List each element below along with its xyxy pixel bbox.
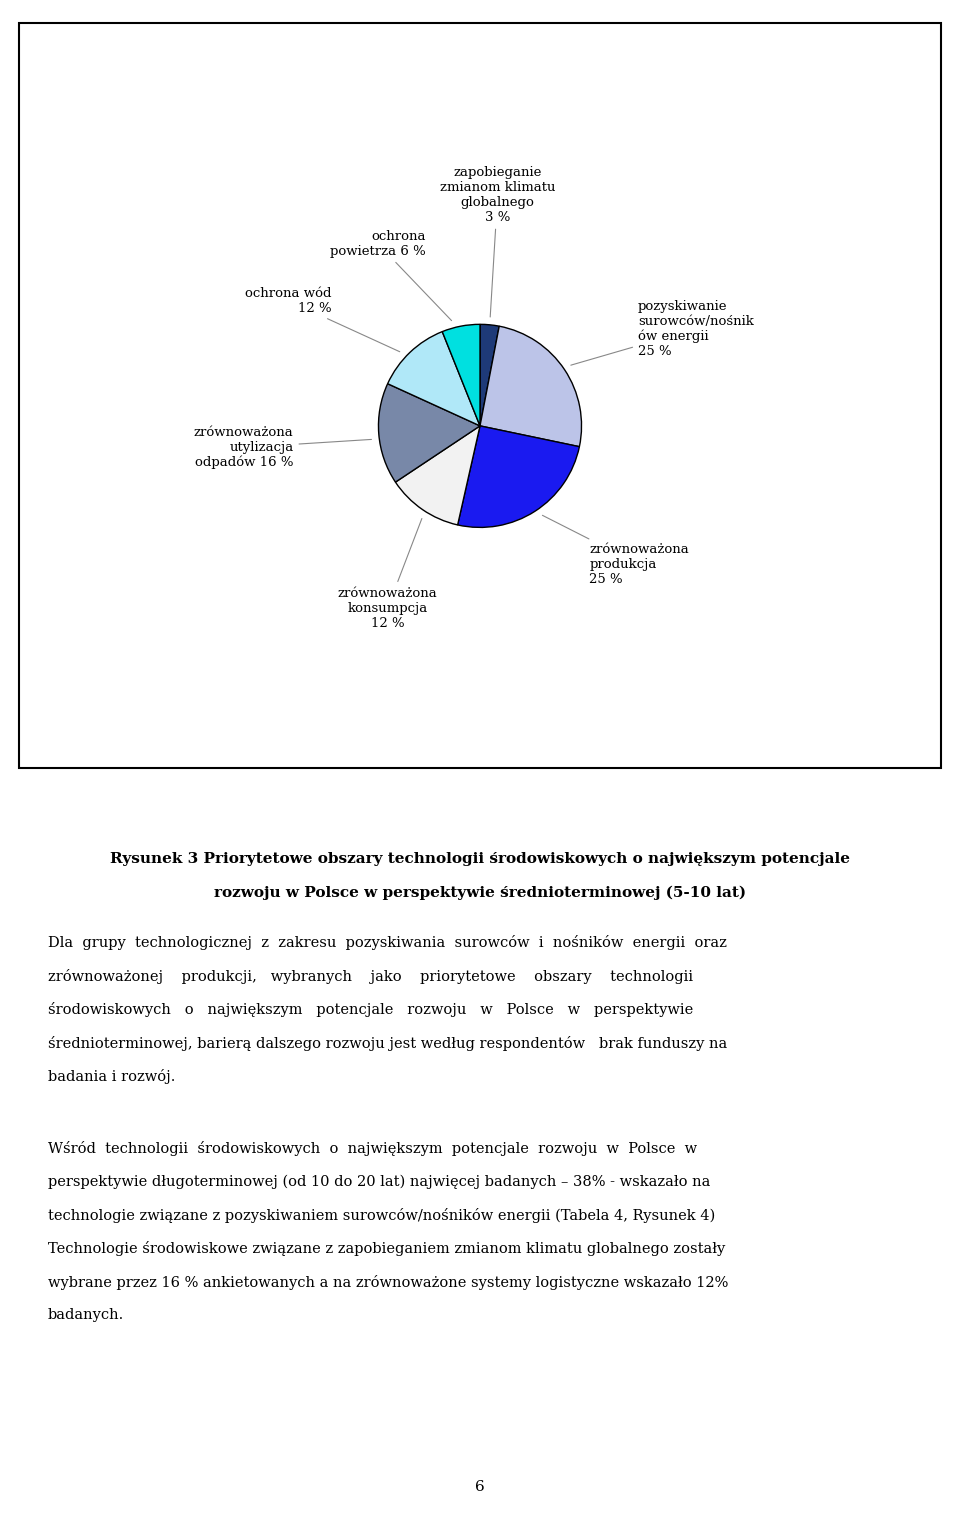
- Text: zrównoważona
utylizacja
odpadów 16 %: zrównoważona utylizacja odpadów 16 %: [194, 426, 372, 470]
- Text: zapobieganie
zmianom klimatu
globalnego
3 %: zapobieganie zmianom klimatu globalnego …: [440, 166, 556, 316]
- Text: badania i rozwój.: badania i rozwój.: [48, 1069, 176, 1084]
- Text: rozwoju w Polsce w perspektywie średnioterminowej (5-10 lat): rozwoju w Polsce w perspektywie średniot…: [214, 885, 746, 899]
- Text: technologie związane z pozyskiwaniem surowców/nośników energii (Tabela 4, Rysune: technologie związane z pozyskiwaniem sur…: [48, 1208, 715, 1223]
- Text: Technologie środowiskowe związane z zapobieganiem zmianom klimatu globalnego zos: Technologie środowiskowe związane z zapo…: [48, 1241, 725, 1256]
- Text: Rysunek 3 Priorytetowe obszary technologii środowiskowych o największym potencja: Rysunek 3 Priorytetowe obszary technolog…: [110, 852, 850, 865]
- Wedge shape: [378, 383, 480, 482]
- Text: ochrona
powietrza 6 %: ochrona powietrza 6 %: [330, 230, 451, 321]
- Wedge shape: [480, 324, 499, 426]
- Text: ochrona wód
12 %: ochrona wód 12 %: [245, 287, 399, 351]
- Text: zrównoważona
produkcja
25 %: zrównoważona produkcja 25 %: [542, 516, 689, 586]
- Text: Wśród  technologii  środowiskowych  o  największym  potencjale  rozwoju  w  Pols: Wśród technologii środowiskowych o najwi…: [48, 1141, 697, 1156]
- Text: środowiskowych   o   największym   potencjale   rozwoju   w   Polsce   w   persp: środowiskowych o największym potencjale …: [48, 1002, 693, 1018]
- Wedge shape: [396, 426, 480, 525]
- Wedge shape: [443, 324, 480, 426]
- Text: zrównoważona
konsumpcja
12 %: zrównoważona konsumpcja 12 %: [338, 519, 438, 630]
- Wedge shape: [388, 332, 480, 426]
- Wedge shape: [480, 325, 582, 447]
- Text: średnioterminowej, barierą dalszego rozwoju jest według respondentów   brak fund: średnioterminowej, barierą dalszego rozw…: [48, 1036, 728, 1051]
- Text: pozyskiwanie
surowców/nośnik
ów energii
25 %: pozyskiwanie surowców/nośnik ów energii …: [571, 300, 754, 365]
- Wedge shape: [458, 426, 580, 528]
- Text: 6: 6: [475, 1480, 485, 1494]
- Text: wybrane przez 16 % ankietowanych a na zrównoważone systemy logistyczne wskazało : wybrane przez 16 % ankietowanych a na zr…: [48, 1275, 729, 1290]
- Text: Dla  grupy  technologicznej  z  zakresu  pozyskiwania  surowców  i  nośników  en: Dla grupy technologicznej z zakresu pozy…: [48, 935, 727, 951]
- Text: zrównoważonej    produkcji,   wybranych    jako    priorytetowe    obszary    te: zrównoważonej produkcji, wybranych jako …: [48, 969, 693, 984]
- Text: badanych.: badanych.: [48, 1308, 124, 1322]
- Text: perspektywie długoterminowej (od 10 do 20 lat) najwięcej badanych – 38% - wskaza: perspektywie długoterminowej (od 10 do 2…: [48, 1174, 710, 1188]
